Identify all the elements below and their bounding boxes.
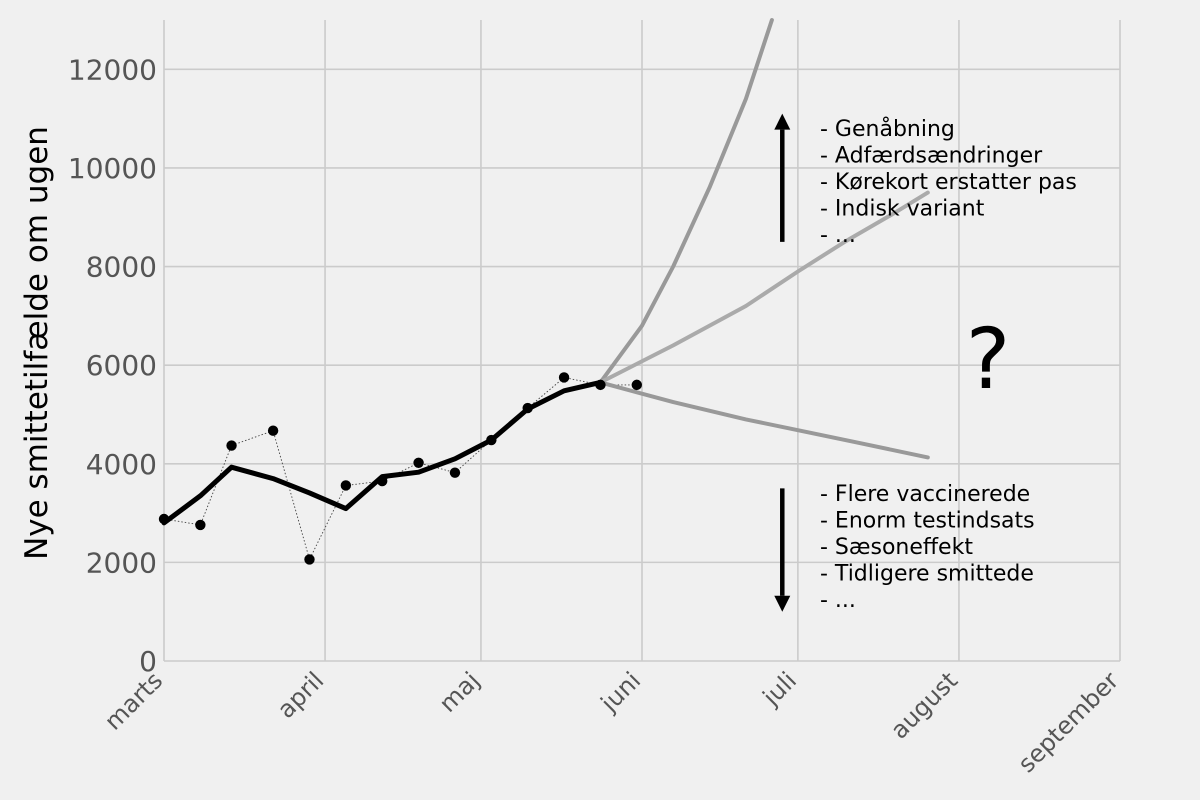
arrow-head — [774, 595, 791, 612]
x-tick-label: august — [885, 666, 963, 744]
series-line-dotted — [163, 377, 637, 561]
annotation-line: - Enorm testindsats — [820, 509, 1035, 534]
y-axis-label: Nye smittetilfælde om ugen — [19, 126, 55, 560]
series-lines — [161, 18, 930, 561]
x-tick-label: september — [1013, 666, 1125, 778]
annotation-line: - Flere vaccinerede — [820, 482, 1030, 507]
annotation-line: - Adfærdsændringer — [820, 144, 1043, 169]
annotation-line: - Tidligere smittede — [820, 562, 1034, 587]
data-point — [340, 480, 352, 491]
data-point — [267, 425, 279, 436]
grid — [163, 20, 1121, 662]
x-tick-label: juni — [595, 666, 646, 717]
annotation-line: - Kørekort erstatter pas — [820, 170, 1077, 195]
y-tick-label: 0 — [139, 645, 157, 678]
data-point — [195, 519, 206, 531]
y-tick-label: 8000 — [86, 251, 157, 284]
data-point — [158, 513, 170, 525]
question-mark: ? — [966, 310, 1011, 408]
x-tick-label: maj — [434, 666, 485, 717]
x-tick-label: april — [272, 666, 329, 723]
y-tick-label: 12000 — [68, 53, 157, 86]
series-points — [158, 372, 643, 565]
y-tick-label: 4000 — [86, 448, 157, 481]
data-point — [631, 379, 643, 391]
data-point — [413, 457, 424, 468]
y-tick-label: 10000 — [68, 152, 157, 185]
data-point — [486, 434, 497, 446]
annotation-up-list: - Genåbning- Adfærdsændringer- Kørekort … — [820, 116, 1077, 248]
data-point — [377, 475, 388, 487]
series-line-scenario — [598, 190, 930, 385]
annotation-arrows — [774, 113, 791, 612]
series-line-trend — [161, 379, 603, 526]
annotation-line: - ... — [820, 223, 856, 248]
series-line-scenario — [598, 380, 930, 460]
y-tick-label: 2000 — [86, 546, 157, 579]
x-ticks: marts april maj juni juli august september — [99, 666, 1124, 778]
annotation-line: - ... — [820, 588, 856, 613]
y-tick-label: 6000 — [86, 349, 157, 382]
data-point — [522, 402, 533, 414]
x-tick-label: marts — [99, 666, 168, 735]
annotation-line: - Sæsoneffekt — [820, 535, 973, 560]
y-ticks: 0 2000 4000 6000 8000 10000 12000 — [68, 53, 157, 678]
data-point — [558, 372, 570, 383]
data-point — [595, 379, 606, 391]
annotation-down-list: - Flere vaccinerede- Enorm testindsats- … — [820, 482, 1035, 613]
data-point — [449, 467, 461, 478]
annotation-line: - Genåbning — [820, 116, 955, 142]
annotation-line: - Indisk variant — [820, 197, 985, 222]
arrow-head — [774, 113, 791, 130]
x-tick-label: juli — [757, 666, 802, 711]
series-line-scenario — [598, 18, 774, 385]
data-point — [304, 554, 315, 565]
data-point — [226, 440, 237, 451]
